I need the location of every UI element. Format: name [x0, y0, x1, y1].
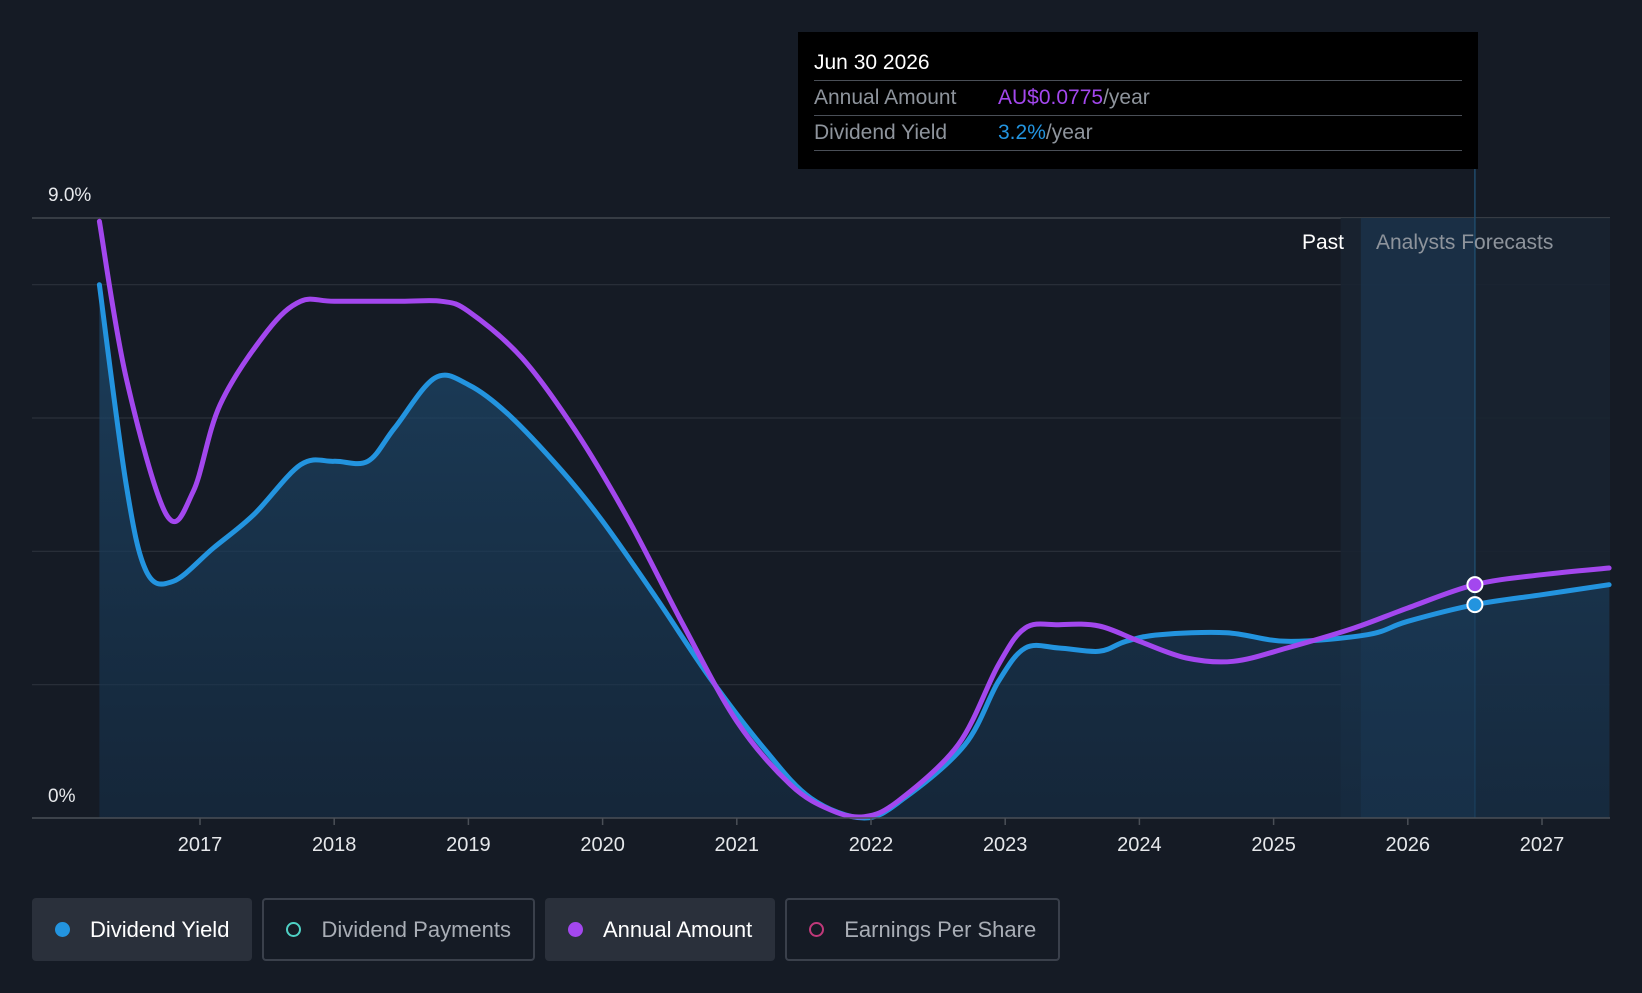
legend-item-dividend-payments[interactable]: Dividend Payments — [262, 898, 535, 961]
tooltip-unit: /year — [1045, 121, 1093, 144]
legend-dot-icon — [55, 922, 70, 937]
y-axis-max-label: 9.0% — [48, 185, 91, 206]
x-axis-tick-label: 2027 — [1520, 834, 1565, 856]
legend-item-dividend-yield[interactable]: Dividend Yield — [32, 898, 253, 961]
chart-legend: Dividend Yield Dividend Payments Annual … — [32, 898, 1061, 961]
dividend-yield-line — [96, 282, 1612, 821]
x-axis-tick-label: 2019 — [446, 834, 491, 856]
dividend-yield-area — [99, 284, 1610, 818]
legend-item-earnings-per-share[interactable]: Earnings Per Share — [785, 898, 1061, 961]
tooltip-label: Annual Amount — [814, 86, 957, 109]
x-axis-tick-label: 2022 — [849, 834, 894, 856]
tooltip-date: Jun 30 2026 — [814, 46, 1462, 81]
highlight-point — [1466, 596, 1484, 614]
annual-amount-line — [96, 218, 1612, 820]
x-axis-tick-label: 2023 — [983, 834, 1028, 856]
tooltip-row-dividend-yield: Dividend Yield 3.2% /year — [814, 116, 1462, 151]
x-axis-tick-label: 2025 — [1251, 834, 1296, 856]
legend-label: Annual Amount — [602, 916, 753, 942]
tooltip-value: AU$0.0775 — [998, 86, 1104, 109]
x-axis-tick-label: 2018 — [312, 834, 357, 856]
highlight-point — [1466, 576, 1484, 594]
past-region-label: Past — [1302, 231, 1344, 254]
legend-label: Earnings Per Share — [844, 916, 1037, 942]
legend-dot-icon — [286, 922, 302, 937]
legend-label: Dividend Payments — [321, 916, 511, 942]
x-axis-tick-label: 2021 — [715, 834, 760, 856]
tooltip-unit: /year — [1103, 86, 1150, 109]
legend-dot-icon — [567, 922, 583, 937]
forecast-region-label: Analysts Forecasts — [1376, 231, 1553, 254]
tooltip-value: 3.2% — [998, 121, 1046, 144]
legend-label: Dividend Yield — [90, 916, 230, 942]
x-axis-tick-label: 2020 — [580, 834, 625, 856]
tooltip: Jun 30 2026 Annual Amount AU$0.0775 /yea… — [798, 32, 1478, 169]
x-axis-tick-label: 2024 — [1117, 834, 1162, 856]
y-axis-min-label: 0% — [48, 786, 76, 807]
tooltip-row-annual-amount: Annual Amount AU$0.0775 /year — [814, 81, 1462, 116]
legend-dot-icon — [809, 922, 825, 937]
legend-item-annual-amount[interactable]: Annual Amount — [544, 898, 776, 961]
x-axis-tick-label: 2026 — [1386, 834, 1431, 856]
x-axis-tick-label: 2017 — [178, 834, 223, 856]
tooltip-label: Dividend Yield — [814, 121, 948, 144]
